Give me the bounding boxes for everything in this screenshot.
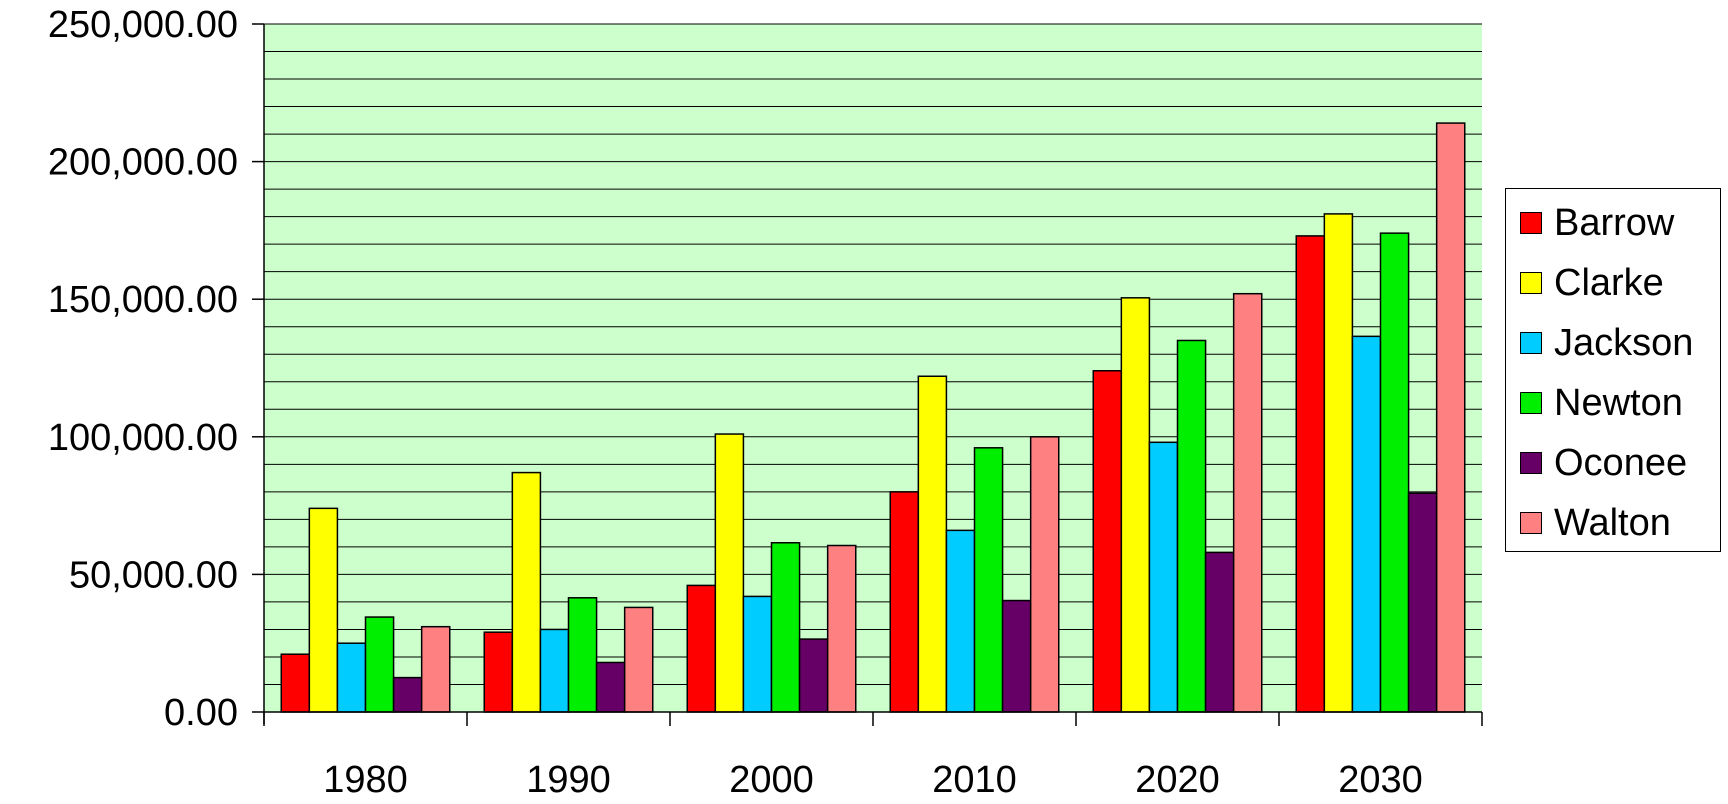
legend-item-newton: Newton [1520, 381, 1683, 424]
legend-swatch [1520, 332, 1542, 354]
y-tick-label: 200,000.00 [48, 142, 238, 184]
legend-label: Clarke [1554, 261, 1664, 304]
bar-walton-2010 [1029, 436, 1060, 713]
y-tick-label: 150,000.00 [48, 279, 238, 321]
bar-barrow-2030 [1295, 235, 1326, 713]
legend-swatch [1520, 512, 1542, 534]
legend-item-jackson: Jackson [1520, 321, 1694, 364]
bar-jackson-2020 [1148, 441, 1179, 713]
y-tick-label: 100,000.00 [48, 417, 238, 459]
axes [263, 24, 1483, 726]
bar-barrow-2010 [889, 491, 920, 713]
bar-clarke-2020 [1120, 297, 1151, 713]
bar-newton-2000 [770, 542, 801, 713]
bars [280, 122, 1466, 713]
bar-oconee-2000 [798, 638, 829, 713]
bar-jackson-1980 [336, 642, 367, 713]
bar-newton-1990 [567, 597, 598, 713]
bar-barrow-1980 [280, 653, 311, 713]
bar-walton-2020 [1232, 292, 1263, 713]
legend-item-walton: Walton [1520, 501, 1671, 544]
y-tick-labels: 0.00 50,000.00 100,000.00 150,000.00 200,000… [48, 4, 264, 734]
x-tick-label: 2030 [1338, 759, 1423, 799]
legend-swatch [1520, 392, 1542, 414]
x-tick-labels: 1980 1990 2000 2010 2020 2030 [323, 759, 1423, 801]
bar-walton-2000 [826, 544, 857, 713]
bar-jackson-2010 [945, 529, 976, 713]
bar-clarke-1980 [308, 507, 339, 713]
legend-label: Walton [1554, 501, 1671, 544]
grid-lines [264, 23, 1482, 685]
y-tick-label: 0.00 [164, 692, 238, 734]
x-tick-label: 2010 [932, 759, 1017, 799]
bar-walton-1990 [623, 606, 654, 713]
bar-jackson-1990 [539, 628, 570, 713]
plot-area [264, 24, 1482, 712]
y-tick-label: 250,000.00 [48, 4, 238, 46]
legend: Barrow Clarke Jackson Newton Oconee Walt… [1505, 188, 1721, 552]
bar-jackson-2000 [742, 595, 773, 713]
bar-barrow-2020 [1092, 370, 1123, 713]
bar-barrow-2000 [686, 584, 717, 713]
bar-barrow-1990 [483, 631, 514, 713]
bar-newton-2020 [1176, 339, 1207, 713]
bar-walton-2030 [1435, 122, 1466, 713]
bar-clarke-2030 [1323, 213, 1354, 713]
legend-label: Barrow [1554, 201, 1675, 244]
bar-oconee-2020 [1204, 551, 1235, 713]
bar-oconee-1980 [392, 676, 423, 713]
legend-swatch [1520, 452, 1542, 474]
bar-oconee-1990 [595, 661, 626, 713]
bar-newton-1980 [364, 616, 395, 713]
legend-item-barrow: Barrow [1520, 201, 1675, 244]
bar-oconee-2010 [1001, 599, 1032, 713]
x-tick-label: 2020 [1135, 759, 1220, 799]
bar-newton-2010 [973, 447, 1004, 713]
legend-label: Oconee [1554, 441, 1688, 484]
legend-swatch [1520, 212, 1542, 234]
bar-clarke-1990 [511, 471, 542, 713]
legend-label: Newton [1554, 381, 1683, 424]
bar-clarke-2000 [714, 433, 745, 713]
bar-clarke-2010 [917, 375, 948, 713]
legend-label: Jackson [1554, 321, 1694, 364]
legend-item-clarke: Clarke [1520, 261, 1664, 304]
x-tick-label: 2000 [729, 759, 814, 799]
legend-item-oconee: Oconee [1520, 441, 1688, 484]
bar-oconee-2030 [1407, 492, 1438, 713]
bar-walton-1980 [420, 625, 451, 713]
y-tick-label: 50,000.00 [69, 554, 238, 596]
bar-newton-2030 [1379, 232, 1410, 713]
legend-swatch [1520, 272, 1542, 294]
bar-jackson-2030 [1351, 335, 1382, 713]
x-tick-label: 1980 [323, 759, 408, 799]
x-tick-label: 1990 [526, 759, 611, 799]
